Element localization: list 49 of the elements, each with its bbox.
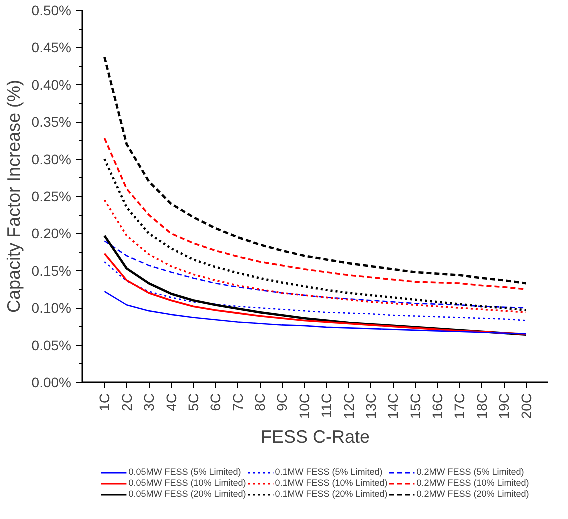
x-tick-label: 7C	[230, 393, 246, 412]
y-tick-label: 0.20%	[32, 226, 72, 242]
y-tick-label: 0.25%	[32, 188, 72, 204]
x-tick-label: 11C	[318, 393, 335, 418]
line-series	[104, 199, 528, 314]
legend-label: 0.1MW FESS (5% Limited)	[275, 467, 383, 477]
x-tick-label: 13C	[362, 393, 379, 420]
legend-label: 0.2MW FESS (20% Limited)	[416, 489, 530, 499]
x-tick-label: 10C	[296, 393, 312, 420]
x-tick-label: 5C	[185, 393, 202, 412]
x-tick-label: 18C	[474, 393, 490, 420]
x-axis-title: FESS C-Rate	[260, 427, 370, 448]
y-tick-label: 0.00%	[32, 374, 72, 390]
legend-label: 0.2MW FESS (5% Limited)	[416, 467, 524, 477]
line-series	[104, 56, 528, 285]
legend-label: 0.1MW FESS (20% Limited)	[275, 489, 388, 499]
x-tick-label: 8C	[252, 393, 268, 412]
y-tick-label: 0.05%	[32, 337, 72, 354]
line-series	[104, 158, 528, 312]
x-tick-label: 9C	[274, 393, 290, 412]
y-tick-label: 0.10%	[32, 300, 72, 316]
x-tick-label: 1C	[96, 393, 113, 412]
x-tick-label: 2C	[118, 393, 135, 412]
x-tick-label: 16C	[430, 393, 446, 420]
x-tick-label: 14C	[385, 393, 402, 420]
line-series	[104, 261, 527, 322]
line-series	[104, 291, 527, 335]
legend-label: 0.05MW FESS (20% Limited)	[128, 489, 246, 499]
line-series	[104, 234, 528, 336]
y-axis-title: Capacity Factor Increase (%)	[4, 80, 24, 314]
x-tick-label: 15C	[407, 393, 424, 420]
x-tick-label: 6C	[208, 393, 224, 412]
legend-label: 0.2MW FESS (10% Limited)	[416, 478, 530, 488]
legend-label: 0.05MW FESS (5% Limited)	[128, 467, 242, 477]
y-tick-label: 0.30%	[32, 151, 72, 168]
line-series	[104, 252, 528, 336]
y-tick-label: 0.45%	[32, 40, 72, 56]
x-tick-label: 12C	[340, 393, 357, 420]
y-tick-label: 0.15%	[32, 262, 72, 279]
y-tick-label: 0.35%	[32, 114, 72, 130]
y-tick-label: 0.40%	[32, 76, 72, 93]
legend-label: 0.05MW FESS (10% Limited)	[128, 478, 246, 488]
x-tick-label: 4C	[163, 393, 180, 412]
x-tick-label: 3C	[141, 393, 158, 412]
y-tick-label: 0.50%	[32, 2, 72, 18]
legend-label: 0.1MW FESS (10% Limited)	[275, 478, 388, 488]
x-tick-label: 19C	[496, 393, 512, 420]
x-tick-label: 20C	[518, 393, 534, 420]
x-tick-label: 17C	[452, 393, 468, 420]
